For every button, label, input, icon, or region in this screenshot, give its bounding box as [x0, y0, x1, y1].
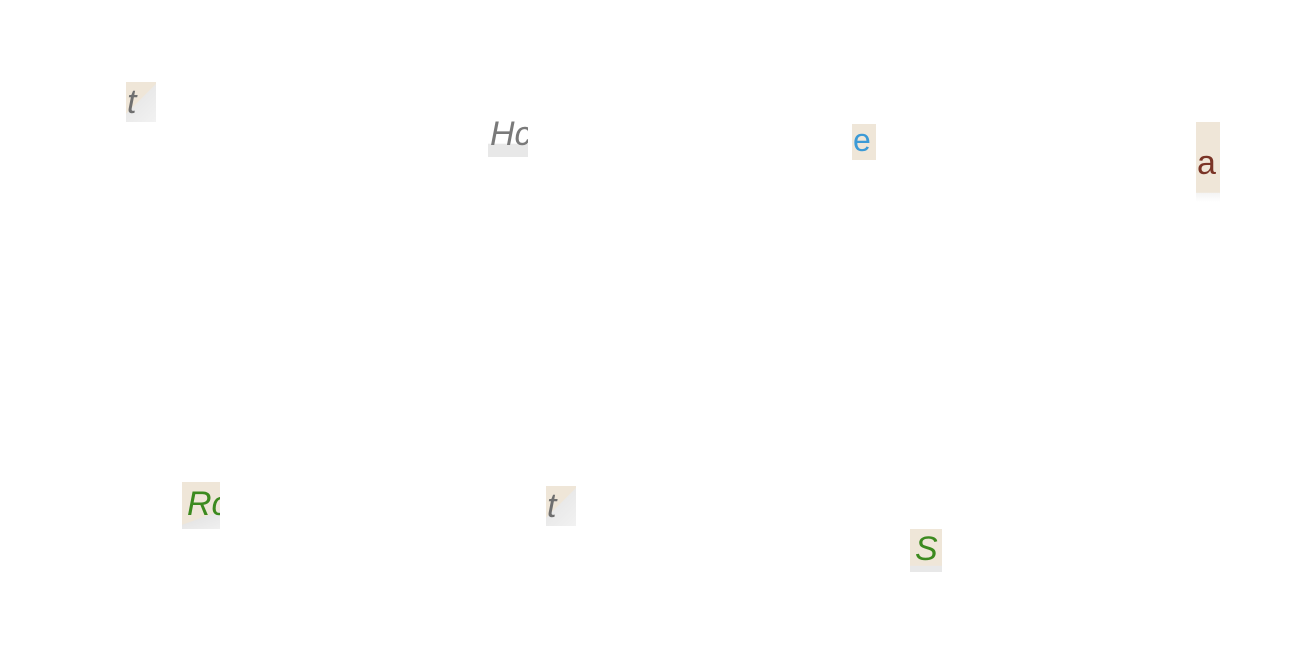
fragment-4-text: a — [1197, 144, 1216, 182]
text-fragment-1: t — [126, 82, 156, 122]
text-fragment-7: S — [910, 529, 942, 572]
fragment-7-text: S — [915, 530, 938, 568]
text-fragment-2: Hc — [488, 112, 528, 157]
text-fragment-6: t — [546, 486, 576, 526]
fragment-2-text: Hc — [490, 115, 528, 153]
text-fragment-5: Rc — [182, 482, 220, 529]
fragment-3-text: e — [853, 124, 871, 158]
text-fragment-4: a — [1196, 122, 1220, 202]
fragment-1-text: t — [127, 83, 137, 121]
fragment-6-text: t — [547, 487, 557, 525]
fragment-5-text: Rc — [187, 485, 220, 523]
text-fragment-3: e — [852, 124, 876, 160]
